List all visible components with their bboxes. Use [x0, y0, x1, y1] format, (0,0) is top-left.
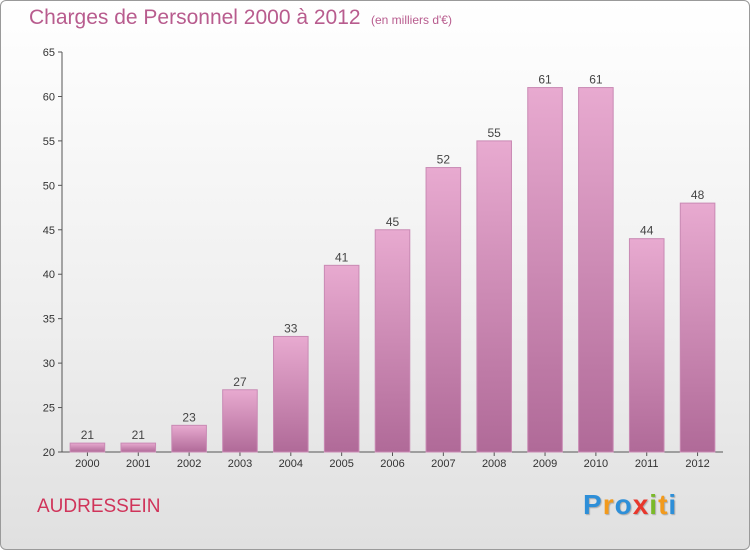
x-tick-label: 2002 [177, 458, 201, 470]
x-tick-label: 2011 [635, 458, 659, 470]
y-tick-label: 30 [43, 358, 55, 370]
bar-2010 [578, 87, 614, 453]
x-tick-label: 2000 [75, 458, 99, 470]
bar-2001 [120, 442, 157, 453]
bar-2000 [69, 442, 106, 453]
bar-2004 [273, 335, 309, 453]
bar-2012 [679, 202, 716, 453]
x-tick-label: 2010 [584, 458, 608, 470]
y-tick-label: 35 [43, 314, 55, 326]
bar-2003 [222, 389, 258, 453]
logo-letter: o [614, 489, 633, 520]
data-label-2009: 61 [538, 73, 552, 87]
bar-2009 [527, 87, 563, 453]
bar-2008 [476, 140, 512, 453]
logo-letter: t [658, 489, 669, 520]
y-tick-label: 55 [43, 136, 55, 148]
y-tick-label: 60 [43, 91, 55, 103]
data-label-2001: 21 [132, 428, 146, 442]
x-tick-label: 2009 [533, 458, 557, 470]
logo-letter: r [602, 489, 615, 520]
data-label-2008: 55 [488, 126, 502, 140]
logo-letter: x [632, 489, 650, 520]
x-tick-label: 2005 [329, 458, 353, 470]
data-label-2005: 41 [335, 250, 349, 264]
chart-labels: 2000 21 2001 21 2002 23 2003 27 2004 33 2005 41 2006… [75, 73, 710, 470]
x-tick-label: 2001 [126, 458, 150, 470]
x-tick-label: 2004 [279, 458, 303, 470]
data-label-2011: 44 [640, 224, 654, 238]
bar-2007 [425, 167, 462, 453]
proxiti-logo: Proxiti [583, 489, 677, 521]
x-tick-label: 2008 [482, 458, 506, 470]
y-tick-label: 25 [43, 403, 55, 415]
data-label-2000: 21 [81, 428, 95, 442]
y-tick-label: 40 [43, 269, 55, 281]
y-tick-label: 20 [43, 447, 55, 459]
chart-subtitle: (en milliers d'€) [371, 13, 452, 27]
x-tick-label: 2006 [380, 458, 404, 470]
chart-bars [69, 87, 716, 453]
bar-2011 [628, 238, 665, 453]
y-tick-label: 45 [43, 225, 55, 237]
y-tick-label: 65 [43, 47, 55, 59]
data-label-2006: 45 [386, 215, 400, 229]
data-label-2012: 48 [691, 188, 705, 202]
y-tick-label: 50 [43, 180, 55, 192]
x-tick-label: 2007 [431, 458, 455, 470]
commune-name: AUDRESSEIN [37, 496, 161, 517]
bar-2006 [374, 229, 411, 453]
data-label-2010: 61 [589, 73, 603, 87]
data-label-2003: 27 [233, 375, 247, 389]
logo-letter: i [668, 489, 678, 520]
x-tick-label: 2012 [685, 458, 709, 470]
data-label-2007: 52 [437, 153, 451, 167]
chart-title: Charges de Personnel 2000 à 2012 [29, 6, 361, 29]
bar-2002 [171, 424, 207, 453]
data-label-2004: 33 [284, 321, 298, 335]
logo-letter: P [583, 489, 603, 520]
logo-letter: i [649, 489, 659, 520]
data-label-2002: 23 [182, 410, 196, 424]
x-tick-label: 2003 [228, 458, 252, 470]
bar-2005 [323, 264, 360, 453]
